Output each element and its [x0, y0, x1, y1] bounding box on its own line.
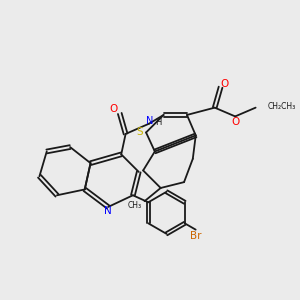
- Text: S: S: [136, 128, 143, 137]
- Text: Br: Br: [190, 231, 202, 241]
- Text: O: O: [231, 117, 239, 127]
- Text: N: N: [146, 116, 153, 126]
- Text: H: H: [155, 118, 161, 127]
- Text: O: O: [110, 104, 118, 114]
- Text: CH₂CH₃: CH₂CH₃: [267, 102, 296, 111]
- Text: CH₃: CH₃: [127, 201, 141, 210]
- Text: N: N: [103, 206, 111, 216]
- Text: O: O: [220, 79, 228, 89]
